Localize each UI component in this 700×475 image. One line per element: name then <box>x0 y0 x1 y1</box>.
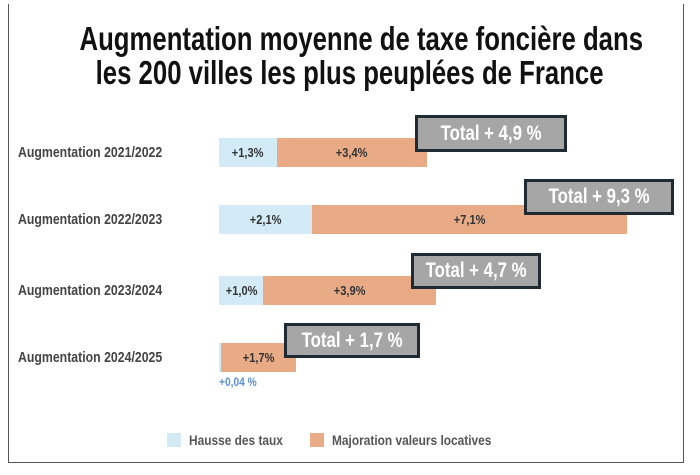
bar-hausse-des-taux: +1,0% <box>219 276 264 305</box>
total-label: Total + 1,7 % <box>284 323 420 358</box>
bar-hausse-des-taux: +2,1% <box>219 205 313 234</box>
total-label-text: Total + 9,3 % <box>548 185 650 208</box>
bar-hausse-des-taux <box>219 343 221 372</box>
chart-title-line-1: Augmentation moyenne de taxe foncière da… <box>79 20 644 57</box>
total-label: Total + 4,7 % <box>411 253 541 289</box>
bar-hausse-des-taux-text: +2,1% <box>249 212 282 227</box>
legend-swatch-hausse <box>167 433 181 447</box>
bar-majoration-text: +1,7% <box>242 350 275 365</box>
legend-label-hausse: Hausse des taux <box>189 432 283 448</box>
chart-title-line-2: les 200 villes les plus peuplées de Fran… <box>96 54 604 91</box>
total-label: Total + 9,3 % <box>524 179 674 215</box>
bar-hausse-des-taux: +1,3% <box>219 138 277 167</box>
category-label: Augmentation 2024/2025 <box>18 349 163 366</box>
total-label-text: Total + 4,9 % <box>440 121 542 145</box>
legend-label-majoration: Majoration valeurs locatives <box>331 432 491 448</box>
bar-majoration: +3,9% <box>263 276 437 305</box>
data-label-hausse-des-taux: +0,04 % <box>219 375 257 389</box>
bar-majoration: +1,7% <box>220 343 297 372</box>
bar-hausse-des-taux-text: +1,0% <box>225 283 257 298</box>
bar-majoration-text: +7,1% <box>453 212 486 227</box>
bar-majoration: +3,4% <box>276 138 428 167</box>
legend-swatch-majoration <box>309 433 324 447</box>
bar-majoration-text: +3,9% <box>333 283 366 298</box>
bar-majoration-text: +3,4% <box>336 145 368 160</box>
category-label: Augmentation 2023/2024 <box>18 282 163 299</box>
total-label-text: Total + 4,7 % <box>425 259 527 282</box>
total-label: Total + 4,9 % <box>415 115 567 152</box>
total-label-text: Total + 1,7 % <box>301 328 403 352</box>
category-label: Augmentation 2022/2023 <box>18 211 163 228</box>
chart-title: Augmentation moyenne de taxe foncière da… <box>0 22 700 90</box>
bar-hausse-des-taux-text: +1,3% <box>231 145 264 160</box>
legend: Hausse des taux Majoration valeurs locat… <box>167 432 519 448</box>
category-label: Augmentation 2021/2022 <box>18 144 163 161</box>
chart-frame <box>8 4 684 463</box>
